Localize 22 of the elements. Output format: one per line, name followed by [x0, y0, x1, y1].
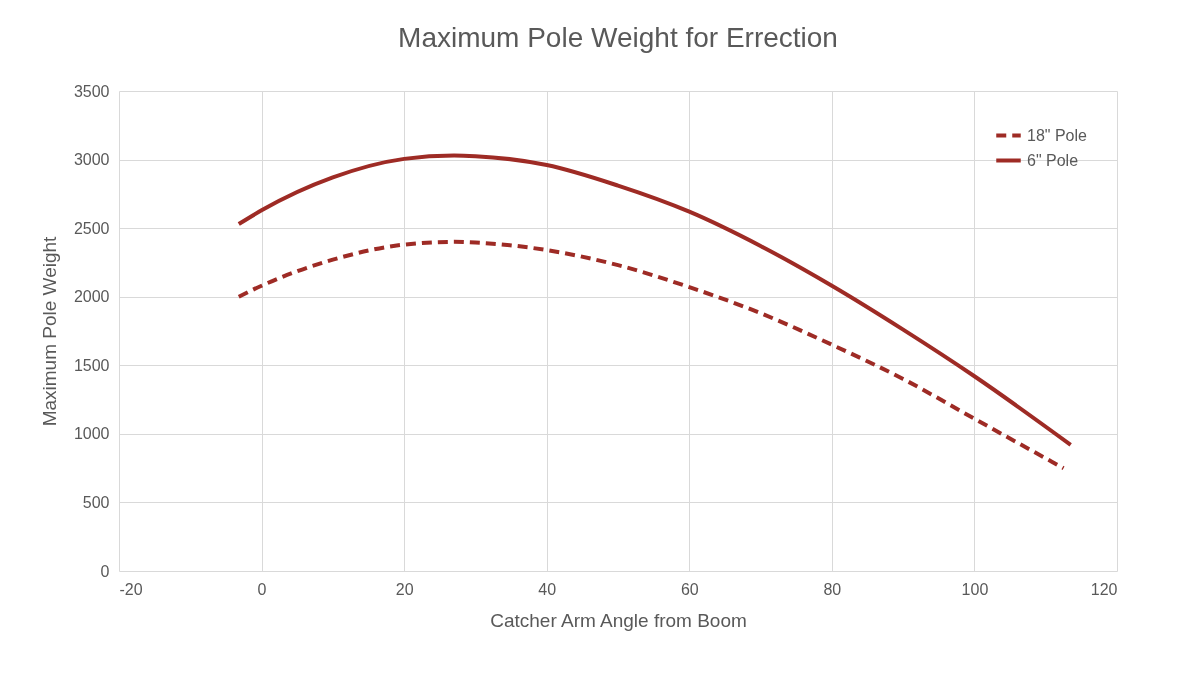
- x-axis-title: Catcher Arm Angle from Boom: [490, 609, 747, 631]
- y-tick-label: 1500: [73, 356, 110, 374]
- x-tick-label: 0: [257, 580, 267, 598]
- line-series: [236, 239, 1066, 471]
- x-tick-label: 40: [538, 580, 557, 598]
- y-tick-label: 2000: [73, 288, 110, 306]
- x-tick-label: 20: [395, 580, 414, 598]
- x-tick-label: -20: [119, 580, 143, 598]
- legend-label: 18" Pole: [1027, 126, 1088, 144]
- x-tick-label: 100: [961, 580, 989, 598]
- chart-title: Maximum Pole Weight for Errection: [398, 22, 838, 53]
- x-tick-label: 60: [680, 580, 699, 598]
- legend-label: 6" Pole: [1027, 151, 1079, 169]
- y-tick-label: 1000: [73, 425, 110, 443]
- y-tick-label: 3500: [73, 82, 110, 100]
- y-tick-label: 2500: [73, 219, 110, 237]
- x-tick-label: 80: [823, 580, 842, 598]
- y-tick-label: 500: [82, 493, 110, 511]
- y-tick-label: 0: [100, 562, 110, 580]
- x-tick-label: 120: [1090, 580, 1118, 598]
- y-axis-title: Maximum Pole Weight: [38, 235, 60, 427]
- y-tick-label: 3000: [73, 151, 110, 169]
